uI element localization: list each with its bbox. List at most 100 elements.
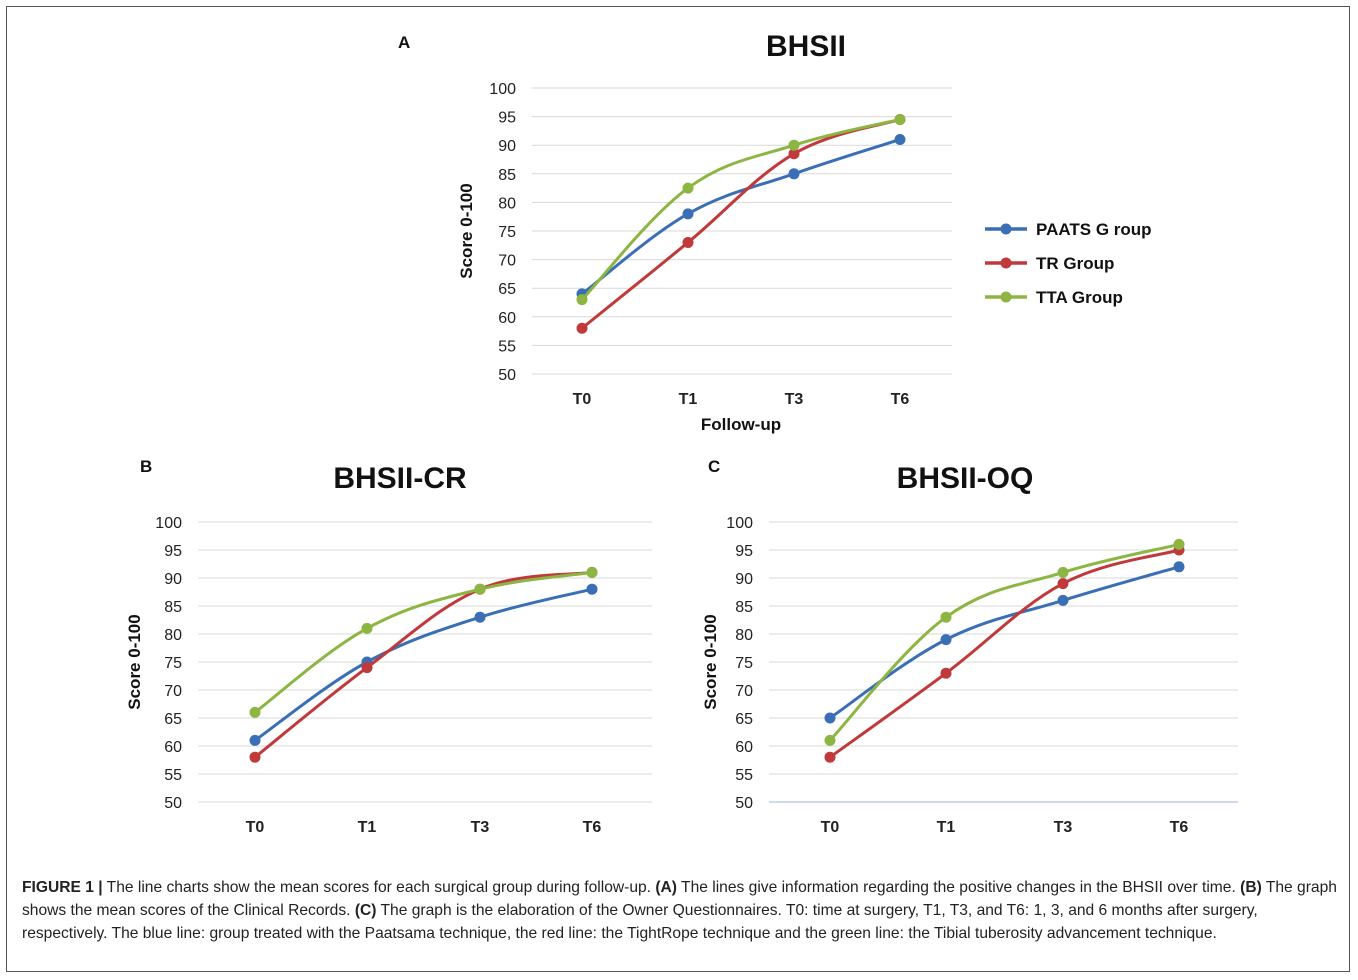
data-point-paats <box>1057 594 1069 606</box>
x-tick-label: T1 <box>358 819 377 836</box>
y-tick-label: 65 <box>164 711 182 728</box>
caption-label: FIGURE 1 | <box>22 879 103 896</box>
series-paats <box>824 561 1185 724</box>
series-line-tta <box>580 117 902 302</box>
data-point-tta <box>894 113 906 125</box>
legend-label: PAATS G roup <box>1036 220 1152 239</box>
panel-letter: A <box>398 33 410 52</box>
y-tick-label: 55 <box>164 767 182 784</box>
figure-caption: FIGURE 1 | The line charts show the mean… <box>22 876 1344 945</box>
data-point-tta <box>940 611 952 623</box>
data-point-tta <box>361 622 373 634</box>
x-tick-label: T0 <box>821 819 840 836</box>
data-point-tr <box>361 662 373 674</box>
y-tick-label: 100 <box>155 515 182 532</box>
data-point-tta <box>576 294 588 306</box>
chart-panel-c: C BHSII-OQ 50 55 60 65 70 75 80 85 90 95 100 T0 T1 T3 T6… <box>701 457 1238 836</box>
y-tick-label: 95 <box>164 543 182 560</box>
data-point-tta <box>1057 566 1069 578</box>
data-point-paats <box>940 634 952 646</box>
data-point-paats <box>474 611 486 623</box>
y-tick-label: 70 <box>498 253 516 270</box>
series-tta <box>249 566 598 718</box>
y-tick-label: 80 <box>164 627 182 644</box>
series-tr <box>824 544 1185 763</box>
y-tick-label: 55 <box>735 767 753 784</box>
figure-frame <box>6 6 1350 972</box>
x-tick-label: T0 <box>573 391 592 408</box>
chart-title: BHSII-CR <box>333 462 467 495</box>
figure-charts: A BHSII 50 55 60 65 70 75 80 85 90 95 100 T0 T1 T3 T6 Sco… <box>125 30 1238 836</box>
y-axis-label: Score 0-100 <box>457 183 476 278</box>
y-tick-label: 65 <box>498 281 516 298</box>
legend-item-paats: PAATS G roup <box>985 220 1152 239</box>
y-tick-label: 65 <box>735 711 753 728</box>
data-point-tta <box>682 182 694 194</box>
y-tick-label: 85 <box>735 599 753 616</box>
legend-label: TR Group <box>1036 254 1114 273</box>
series-tta <box>824 538 1185 746</box>
y-tick-label: 90 <box>498 138 516 155</box>
y-tick-label: 55 <box>498 338 516 355</box>
series-tr <box>249 566 598 763</box>
data-point-paats <box>1173 561 1185 573</box>
data-point-tta <box>1173 538 1185 550</box>
data-point-tr <box>576 322 588 334</box>
data-point-tr <box>682 236 694 248</box>
series-paats <box>249 583 598 746</box>
x-tick-label: T6 <box>583 819 602 836</box>
x-tick-label: T6 <box>1170 819 1189 836</box>
y-tick-label: 85 <box>164 599 182 616</box>
legend: PAATS G roup TR Group TTA Group <box>985 220 1152 307</box>
series-line-paats <box>580 137 902 296</box>
y-tick-label: 85 <box>498 167 516 184</box>
data-point-tta <box>474 583 486 595</box>
y-tick-label: 60 <box>735 739 753 756</box>
x-tick-label: T0 <box>246 819 265 836</box>
series-line-paats <box>253 587 594 742</box>
caption-c-tag: (C) <box>354 902 377 919</box>
series-line-tr <box>828 548 1181 759</box>
y-tick-label: 80 <box>735 627 753 644</box>
data-point-tr <box>1057 578 1069 590</box>
x-tick-label: T3 <box>1054 819 1073 836</box>
data-point-paats <box>824 712 836 724</box>
y-tick-label: 60 <box>498 310 516 327</box>
legend-swatch-marker <box>1000 291 1012 303</box>
caption-a-text: The lines give information regarding the… <box>677 879 1241 896</box>
x-tick-label: T6 <box>891 391 910 408</box>
y-axis-label: Score 0-100 <box>701 614 720 709</box>
y-tick-label: 95 <box>498 110 516 127</box>
panel-letter: C <box>708 457 720 476</box>
data-point-tta <box>824 734 836 746</box>
panel-letter: B <box>140 457 152 476</box>
series-paats <box>576 133 906 300</box>
data-point-paats <box>586 583 598 595</box>
y-tick-label: 50 <box>498 367 516 384</box>
data-point-tr <box>940 667 952 679</box>
chart-panel-b: B BHSII-CR 50 55 60 65 70 75 80 85 90 95 100 T0 T1 T3 T6… <box>125 457 652 836</box>
y-axis-label: Score 0-100 <box>125 614 144 709</box>
series-tr <box>576 113 906 334</box>
chart-title: BHSII <box>766 30 846 63</box>
y-tick-label: 75 <box>498 224 516 241</box>
legend-label: TTA Group <box>1036 288 1123 307</box>
x-tick-label: T3 <box>471 819 490 836</box>
y-tick-label: 95 <box>735 543 753 560</box>
caption-a-tag: (A) <box>655 879 677 896</box>
y-tick-label: 50 <box>735 795 753 812</box>
y-tick-label: 75 <box>164 655 182 672</box>
legend-swatch-marker <box>1000 223 1012 235</box>
caption-c-text: The graph is the elaboration of the Owne… <box>22 902 1258 942</box>
legend-item-tta: TTA Group <box>985 288 1123 307</box>
series-tta <box>576 113 906 306</box>
x-axis-label: Follow-up <box>701 415 781 434</box>
y-tick-label: 100 <box>726 515 753 532</box>
y-tick-label: 70 <box>735 683 753 700</box>
legend-swatch-marker <box>1000 257 1012 269</box>
x-tick-label: T1 <box>937 819 956 836</box>
data-point-paats <box>682 208 694 220</box>
legend-item-tr: TR Group <box>985 254 1114 273</box>
x-tick-label: T1 <box>679 391 698 408</box>
data-point-tta <box>586 566 598 578</box>
